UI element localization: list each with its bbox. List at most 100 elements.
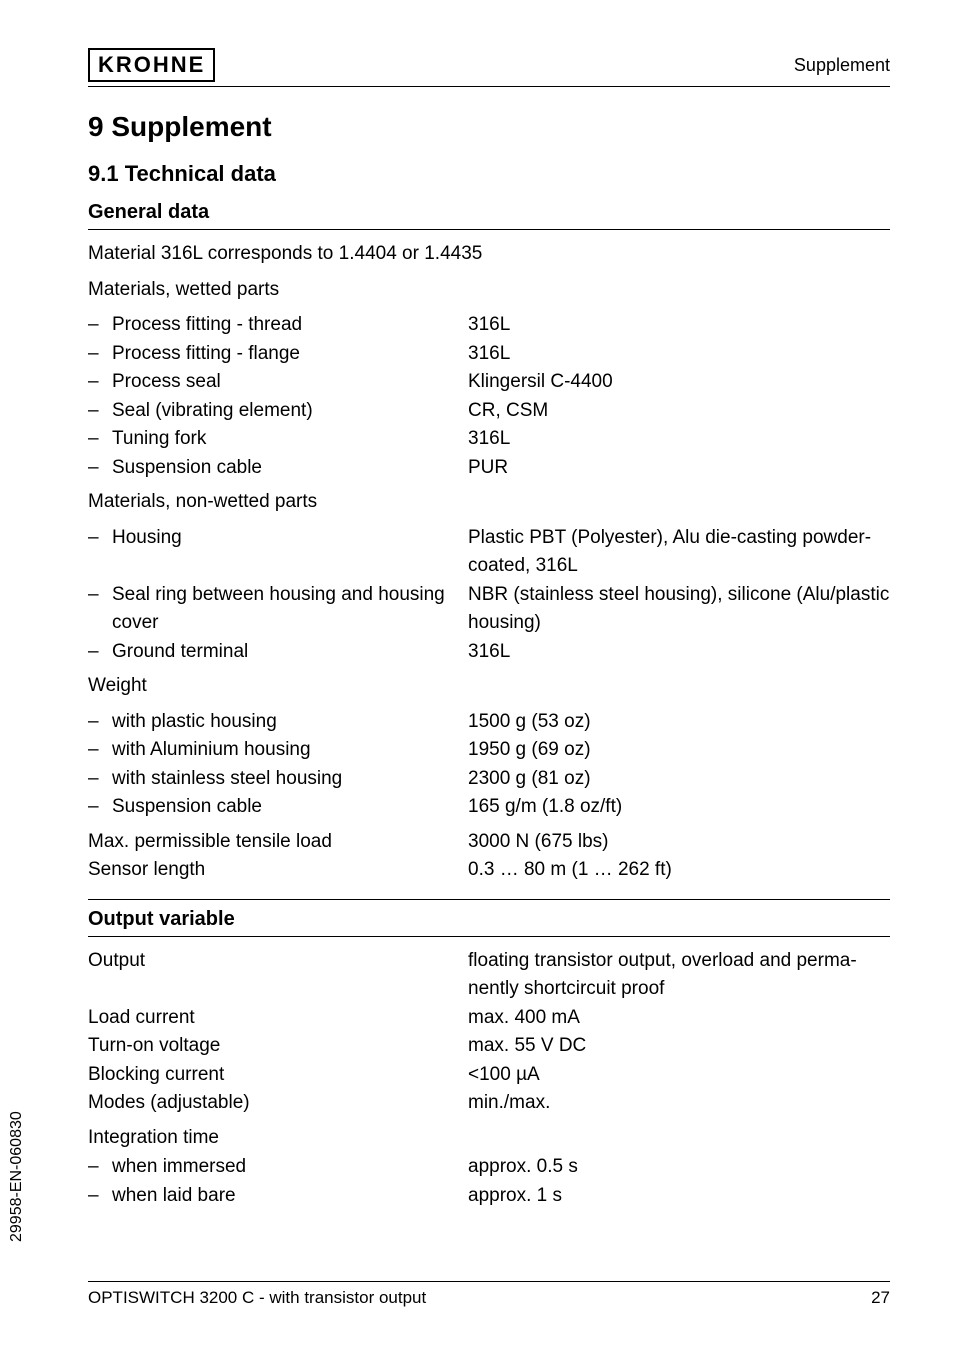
bullet-icon: – bbox=[88, 581, 112, 638]
divider bbox=[88, 899, 890, 900]
bullet-icon: – bbox=[88, 454, 112, 483]
item-key: Process fitting - thread bbox=[112, 311, 468, 340]
item-key: Process seal bbox=[112, 368, 468, 397]
item-key: with Aluminium housing bbox=[112, 736, 468, 765]
bullet-icon: – bbox=[88, 368, 112, 397]
list-item: Sensor length 0.3 … 80 m (1 … 262 ft) bbox=[88, 856, 890, 885]
general-data-heading: General data bbox=[88, 201, 890, 230]
footer-page-number: 27 bbox=[871, 1288, 890, 1308]
bullet-icon: – bbox=[88, 524, 112, 581]
item-key: Turn-on voltage bbox=[88, 1032, 468, 1061]
materials-wetted-list: – Process fitting - thread 316L – Proces… bbox=[88, 311, 890, 482]
item-key: Max. permissible tensile load bbox=[88, 828, 468, 857]
item-value: Klingersil C-4400 bbox=[468, 368, 890, 397]
bullet-icon: – bbox=[88, 397, 112, 426]
item-key: with plastic housing bbox=[112, 708, 468, 737]
item-value: 316L bbox=[468, 425, 890, 454]
item-value: approx. 1 s bbox=[468, 1182, 890, 1211]
item-key: Suspension cable bbox=[112, 793, 468, 822]
list-item: Max. permissible tensile load 3000 N (67… bbox=[88, 828, 890, 857]
item-key: Output bbox=[88, 947, 468, 1004]
item-value: PUR bbox=[468, 454, 890, 483]
section-title: 9 Supplement bbox=[88, 111, 890, 143]
list-item: – with plastic housing 1500 g (53 oz) bbox=[88, 708, 890, 737]
bullet-icon: – bbox=[88, 340, 112, 369]
general-data-intro: Material 316L corresponds to 1.4404 or 1… bbox=[88, 240, 890, 268]
item-key: when immersed bbox=[112, 1153, 468, 1182]
item-value: 316L bbox=[468, 340, 890, 369]
list-item: – when immersed approx. 0.5 s bbox=[88, 1153, 890, 1182]
footer-left: OPTISWITCH 3200 C - with transistor outp… bbox=[88, 1288, 426, 1308]
list-item: Blocking current <100 µA bbox=[88, 1061, 890, 1090]
list-item: – Seal (vibrating element) CR, CSM bbox=[88, 397, 890, 426]
materials-nonwetted-group: Materials, non-wetted parts – Housing Pl… bbox=[88, 488, 890, 666]
weight-label: Weight bbox=[88, 672, 890, 700]
item-key: Ground terminal bbox=[112, 638, 468, 667]
doc-id-vertical: 29958-EN-060830 bbox=[8, 1111, 26, 1242]
item-key: Sensor length bbox=[88, 856, 468, 885]
list-item: Output floating transistor output, overl… bbox=[88, 947, 890, 1004]
header-section-label: Supplement bbox=[794, 55, 890, 76]
materials-wetted-label: Materials, wetted parts bbox=[88, 276, 890, 304]
brand-logo: KROHNE bbox=[88, 48, 215, 82]
item-value: 165 g/m (1.8 oz/ft) bbox=[468, 793, 890, 822]
item-key: Suspension cable bbox=[112, 454, 468, 483]
integration-time-group: Integration time – when immersed approx.… bbox=[88, 1124, 890, 1211]
materials-nonwetted-list: – Housing Plastic PBT (Polyester), Alu d… bbox=[88, 524, 890, 667]
list-item: – with Aluminium housing 1950 g (69 oz) bbox=[88, 736, 890, 765]
bullet-icon: – bbox=[88, 736, 112, 765]
item-key: Seal (vibrating element) bbox=[112, 397, 468, 426]
item-value: CR, CSM bbox=[468, 397, 890, 426]
item-value: max. 400 mA bbox=[468, 1004, 890, 1033]
bullet-icon: – bbox=[88, 765, 112, 794]
list-item: – Suspension cable 165 g/m (1.8 oz/ft) bbox=[88, 793, 890, 822]
list-item: – Housing Plastic PBT (Polyester), Alu d… bbox=[88, 524, 890, 581]
materials-nonwetted-label: Materials, non-wetted parts bbox=[88, 488, 890, 516]
item-value: max. 55 V DC bbox=[468, 1032, 890, 1061]
list-item: – Ground terminal 316L bbox=[88, 638, 890, 667]
item-value: approx. 0.5 s bbox=[468, 1153, 890, 1182]
item-key: Modes (adjustable) bbox=[88, 1089, 468, 1118]
bullet-icon: – bbox=[88, 1182, 112, 1211]
general-extra-group: Max. permissible tensile load 3000 N (67… bbox=[88, 828, 890, 885]
item-value: 1500 g (53 oz) bbox=[468, 708, 890, 737]
bullet-icon: – bbox=[88, 793, 112, 822]
item-key: Housing bbox=[112, 524, 468, 581]
list-item: – Suspension cable PUR bbox=[88, 454, 890, 483]
list-item: – Process fitting - flange 316L bbox=[88, 340, 890, 369]
bullet-icon: – bbox=[88, 708, 112, 737]
list-item: – Process seal Klingersil C-4400 bbox=[88, 368, 890, 397]
item-value: 0.3 … 80 m (1 … 262 ft) bbox=[468, 856, 890, 885]
list-item: – with stainless steel housing 2300 g (8… bbox=[88, 765, 890, 794]
list-item: Turn-on voltage max. 55 V DC bbox=[88, 1032, 890, 1061]
page-footer: OPTISWITCH 3200 C - with transistor outp… bbox=[88, 1281, 890, 1308]
list-item: – Tuning fork 316L bbox=[88, 425, 890, 454]
materials-wetted-group: Materials, wetted parts – Process fittin… bbox=[88, 276, 890, 483]
item-value: 316L bbox=[468, 311, 890, 340]
list-item: Load current max. 400 mA bbox=[88, 1004, 890, 1033]
bullet-icon: – bbox=[88, 1153, 112, 1182]
output-variable-heading: Output variable bbox=[88, 908, 890, 937]
item-value: 1950 g (69 oz) bbox=[468, 736, 890, 765]
list-item: – Process fitting - thread 316L bbox=[88, 311, 890, 340]
weight-group: Weight – with plastic housing 1500 g (53… bbox=[88, 672, 890, 822]
item-key: Tuning fork bbox=[112, 425, 468, 454]
integration-time-list: – when immersed approx. 0.5 s – when lai… bbox=[88, 1153, 890, 1210]
weight-list: – with plastic housing 1500 g (53 oz) – … bbox=[88, 708, 890, 822]
item-key: with stainless steel housing bbox=[112, 765, 468, 794]
item-value: floating transistor output, overload and… bbox=[468, 947, 890, 1004]
integration-time-label: Integration time bbox=[88, 1124, 890, 1152]
output-variable-list: Output floating transistor output, overl… bbox=[88, 947, 890, 1118]
item-value: <100 µA bbox=[468, 1061, 890, 1090]
item-value: min./max. bbox=[468, 1089, 890, 1118]
item-value: 3000 N (675 lbs) bbox=[468, 828, 890, 857]
item-key: when laid bare bbox=[112, 1182, 468, 1211]
bullet-icon: – bbox=[88, 425, 112, 454]
item-value: NBR (stainless steel housing), silicone … bbox=[468, 581, 890, 638]
list-item: – Seal ring between housing and housing … bbox=[88, 581, 890, 638]
item-key: Load current bbox=[88, 1004, 468, 1033]
item-value: Plastic PBT (Polyester), Alu die-casting… bbox=[468, 524, 890, 581]
item-value: 2300 g (81 oz) bbox=[468, 765, 890, 794]
bullet-icon: – bbox=[88, 311, 112, 340]
page-header: KROHNE Supplement bbox=[88, 48, 890, 87]
